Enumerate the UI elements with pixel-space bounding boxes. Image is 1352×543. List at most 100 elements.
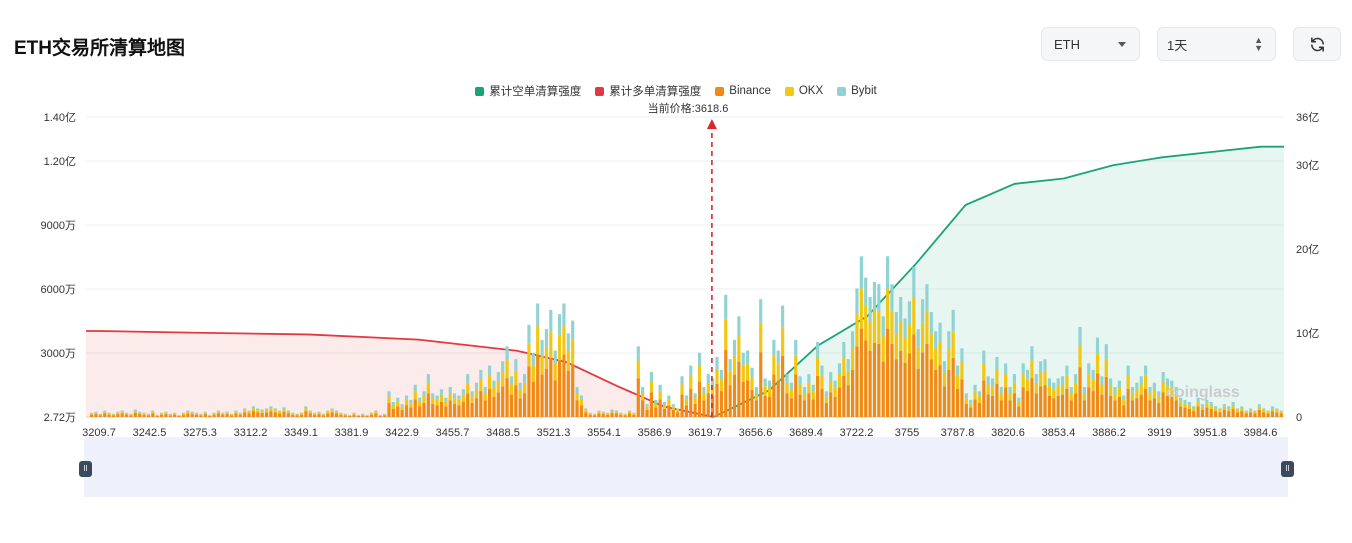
bar-okx: [947, 348, 951, 370]
bar-bybit: [522, 374, 527, 383]
bar-bybit: [116, 411, 120, 413]
bar-binance: [903, 362, 907, 417]
bar-okx: [763, 386, 767, 396]
bar-binance: [846, 385, 850, 417]
bar-bybit: [1109, 378, 1113, 387]
bar-okx: [1074, 382, 1078, 394]
bar-binance: [1165, 395, 1170, 417]
bar-bybit: [990, 378, 995, 387]
bar-binance: [601, 414, 605, 417]
bar-okx: [1039, 372, 1043, 387]
bar-okx: [641, 393, 645, 401]
bar-binance: [164, 414, 168, 417]
bar-okx: [369, 413, 374, 415]
slider-handle-right[interactable]: ll: [1281, 461, 1294, 477]
bar-bybit: [479, 369, 483, 380]
bar-bybit: [1021, 363, 1025, 375]
range-slider[interactable]: [84, 437, 1288, 497]
refresh-button[interactable]: [1293, 27, 1341, 61]
legend-item-long-cum[interactable]: 累计多单清算强度: [595, 83, 701, 99]
bar-okx: [514, 370, 518, 386]
bar-bybit: [846, 359, 850, 371]
bar-binance: [1148, 400, 1152, 417]
bar-binance: [641, 400, 645, 417]
bar-binance: [1082, 400, 1086, 417]
bar-okx: [98, 414, 102, 416]
range-select[interactable]: 1天 ▲ ▼: [1157, 27, 1276, 61]
bar-okx: [1179, 401, 1183, 407]
right-axis-tick: 30亿: [1296, 159, 1319, 172]
bar-okx: [256, 410, 260, 413]
bar-okx: [1100, 384, 1104, 395]
bar-bybit: [1240, 406, 1244, 409]
bar-bybit: [251, 406, 255, 409]
bar-bybit: [225, 411, 229, 413]
bar-bybit: [1091, 369, 1095, 380]
bar-okx: [173, 413, 177, 415]
bar-binance: [1056, 395, 1060, 417]
bar-binance: [964, 404, 968, 417]
bar-binance: [995, 384, 999, 417]
bar-okx: [474, 389, 479, 399]
bar-binance: [1034, 393, 1038, 417]
bar-okx: [1270, 408, 1275, 412]
bar-okx: [348, 415, 352, 416]
bar-okx: [243, 410, 247, 413]
bar-bybit: [1017, 397, 1021, 402]
bar-binance: [785, 393, 789, 417]
bar-binance: [282, 411, 286, 417]
bar-okx: [212, 413, 216, 415]
left-axis-tick: 2.72万: [44, 412, 76, 424]
bar-okx: [1091, 379, 1095, 392]
bar-okx: [1135, 389, 1139, 399]
bar-okx: [1012, 382, 1017, 394]
bar-binance: [474, 398, 479, 417]
legend-item-short-cum[interactable]: 累计空单清算强度: [475, 83, 581, 99]
bar-binance: [317, 414, 321, 417]
bar-binance: [794, 374, 798, 417]
bar-binance: [872, 342, 877, 417]
bar-bybit: [186, 410, 190, 412]
legend-item-bybit[interactable]: Bybit: [837, 83, 877, 99]
bar-bybit: [606, 412, 610, 414]
bar-okx: [977, 396, 982, 403]
bar-bybit: [321, 413, 325, 415]
bar-bybit: [1100, 376, 1104, 385]
bar-binance: [1266, 413, 1270, 417]
bar-binance: [396, 406, 400, 417]
bar-okx: [1065, 375, 1069, 389]
x-axis-tick: 3722.2: [840, 427, 874, 437]
bar-binance: [741, 381, 745, 417]
bar-bybit: [374, 410, 378, 412]
x-axis-tick: 3919: [1147, 427, 1171, 437]
bar-bybit: [514, 359, 518, 371]
bar-bybit: [982, 350, 986, 364]
bar-binance: [759, 352, 763, 417]
bar-okx: [418, 401, 422, 407]
legend-item-binance[interactable]: Binance: [715, 83, 771, 99]
bar-okx: [1157, 396, 1161, 403]
bar-binance: [1012, 393, 1017, 417]
bar-binance: [851, 369, 855, 417]
bar-binance: [982, 380, 986, 417]
bar-okx: [365, 415, 369, 416]
bar-bybit: [413, 384, 417, 392]
bar-binance: [977, 402, 982, 417]
legend-item-okx[interactable]: OKX: [784, 83, 823, 99]
bar-bybit: [1148, 387, 1152, 393]
bar-okx: [1034, 382, 1038, 394]
bar-okx: [103, 411, 107, 414]
bar-bybit: [1069, 387, 1073, 393]
slider-handle-left[interactable]: ll: [79, 461, 92, 477]
bar-okx: [260, 411, 264, 413]
bar-bybit: [907, 301, 912, 325]
bar-bybit: [295, 413, 299, 415]
bar-okx: [986, 384, 990, 395]
symbol-select[interactable]: ETH: [1041, 27, 1140, 61]
bar-bybit: [435, 395, 439, 400]
bar-okx: [1253, 411, 1257, 414]
bar-binance: [658, 399, 662, 417]
bar-okx: [278, 411, 282, 414]
bar-binance: [1218, 412, 1222, 417]
bar-binance: [1209, 408, 1213, 417]
